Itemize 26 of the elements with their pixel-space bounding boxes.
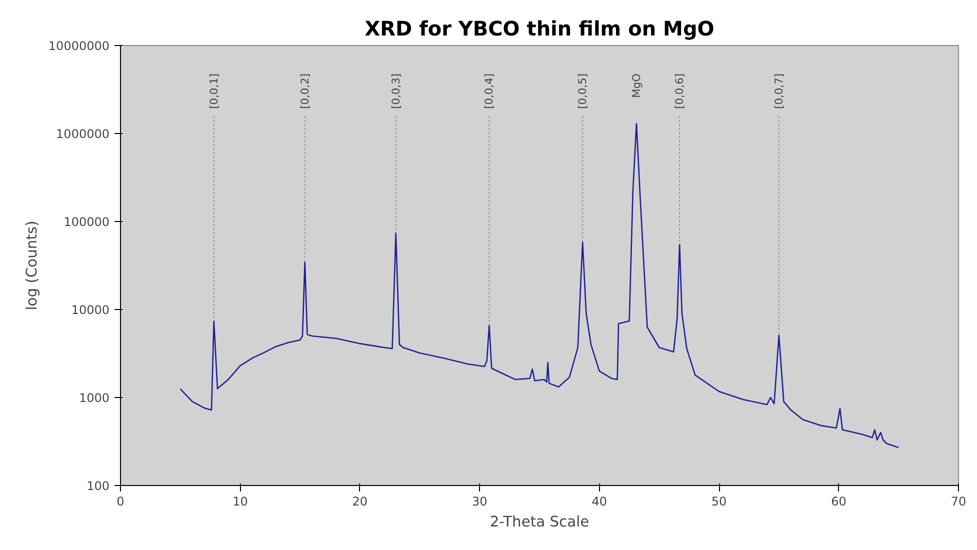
- annotation: [0,0,6]: [673, 73, 686, 109]
- annotation: [0,0,4]: [482, 73, 496, 109]
- y-tick-label: 10000000: [48, 39, 110, 53]
- annotation: [0,0,3]: [389, 73, 402, 109]
- y-tick-label: 100: [86, 479, 110, 493]
- y-tick-label: 10000: [71, 303, 110, 317]
- x-tick-label: 10: [232, 494, 248, 508]
- x-tick-label: 30: [472, 494, 488, 508]
- y-axis-title: log (Counts): [23, 220, 40, 310]
- annotation: [0,0,7]: [772, 73, 786, 109]
- x-tick-label: 70: [950, 494, 966, 508]
- x-tick-label: 40: [592, 494, 608, 508]
- y-tick-label: 1000000: [56, 127, 110, 141]
- x-tick-label: 20: [352, 494, 368, 508]
- annotation: [0,0,5]: [576, 73, 590, 109]
- x-axis-title: 2-Theta Scale: [490, 514, 590, 530]
- y-tick-label: 100000: [64, 215, 110, 229]
- annotation: [0,0,1]: [207, 73, 220, 109]
- y-tick-label: 1000: [78, 391, 110, 405]
- x-tick-label: 60: [831, 494, 846, 508]
- annotation: MgO: [630, 73, 643, 98]
- annotation: [0,0,2]: [298, 73, 312, 109]
- chart-title: XRD for YBCO thin film on MgO: [364, 16, 714, 40]
- x-tick-label: 0: [116, 494, 124, 508]
- x-tick-label: 50: [711, 494, 727, 508]
- line-series: [180, 122, 900, 448]
